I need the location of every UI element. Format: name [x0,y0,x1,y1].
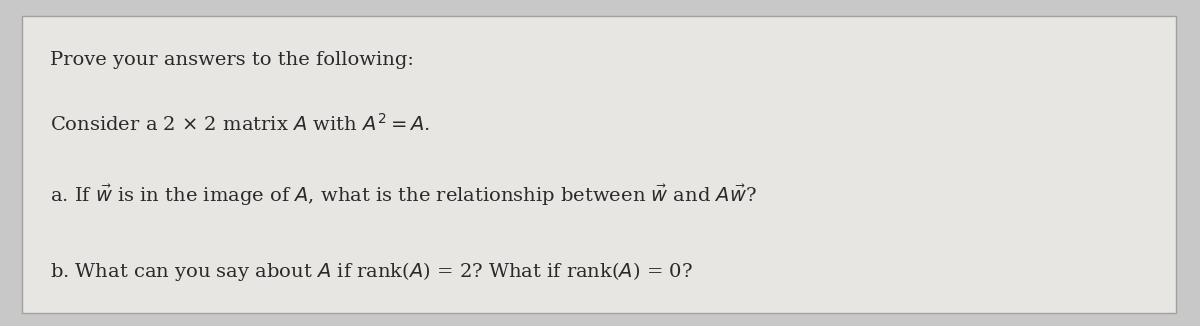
Text: a. If $\vec{w}$ is in the image of $A$, what is the relationship between $\vec{w: a. If $\vec{w}$ is in the image of $A$, … [50,183,757,208]
Text: Prove your answers to the following:: Prove your answers to the following: [50,51,414,69]
Text: Consider a 2 $\times$ 2 matrix $A$ with $A^2 = A$.: Consider a 2 $\times$ 2 matrix $A$ with … [50,112,431,134]
Text: b. What can you say about $A$ if rank($A$) = 2? What if rank($A$) = 0?: b. What can you say about $A$ if rank($A… [50,260,694,283]
